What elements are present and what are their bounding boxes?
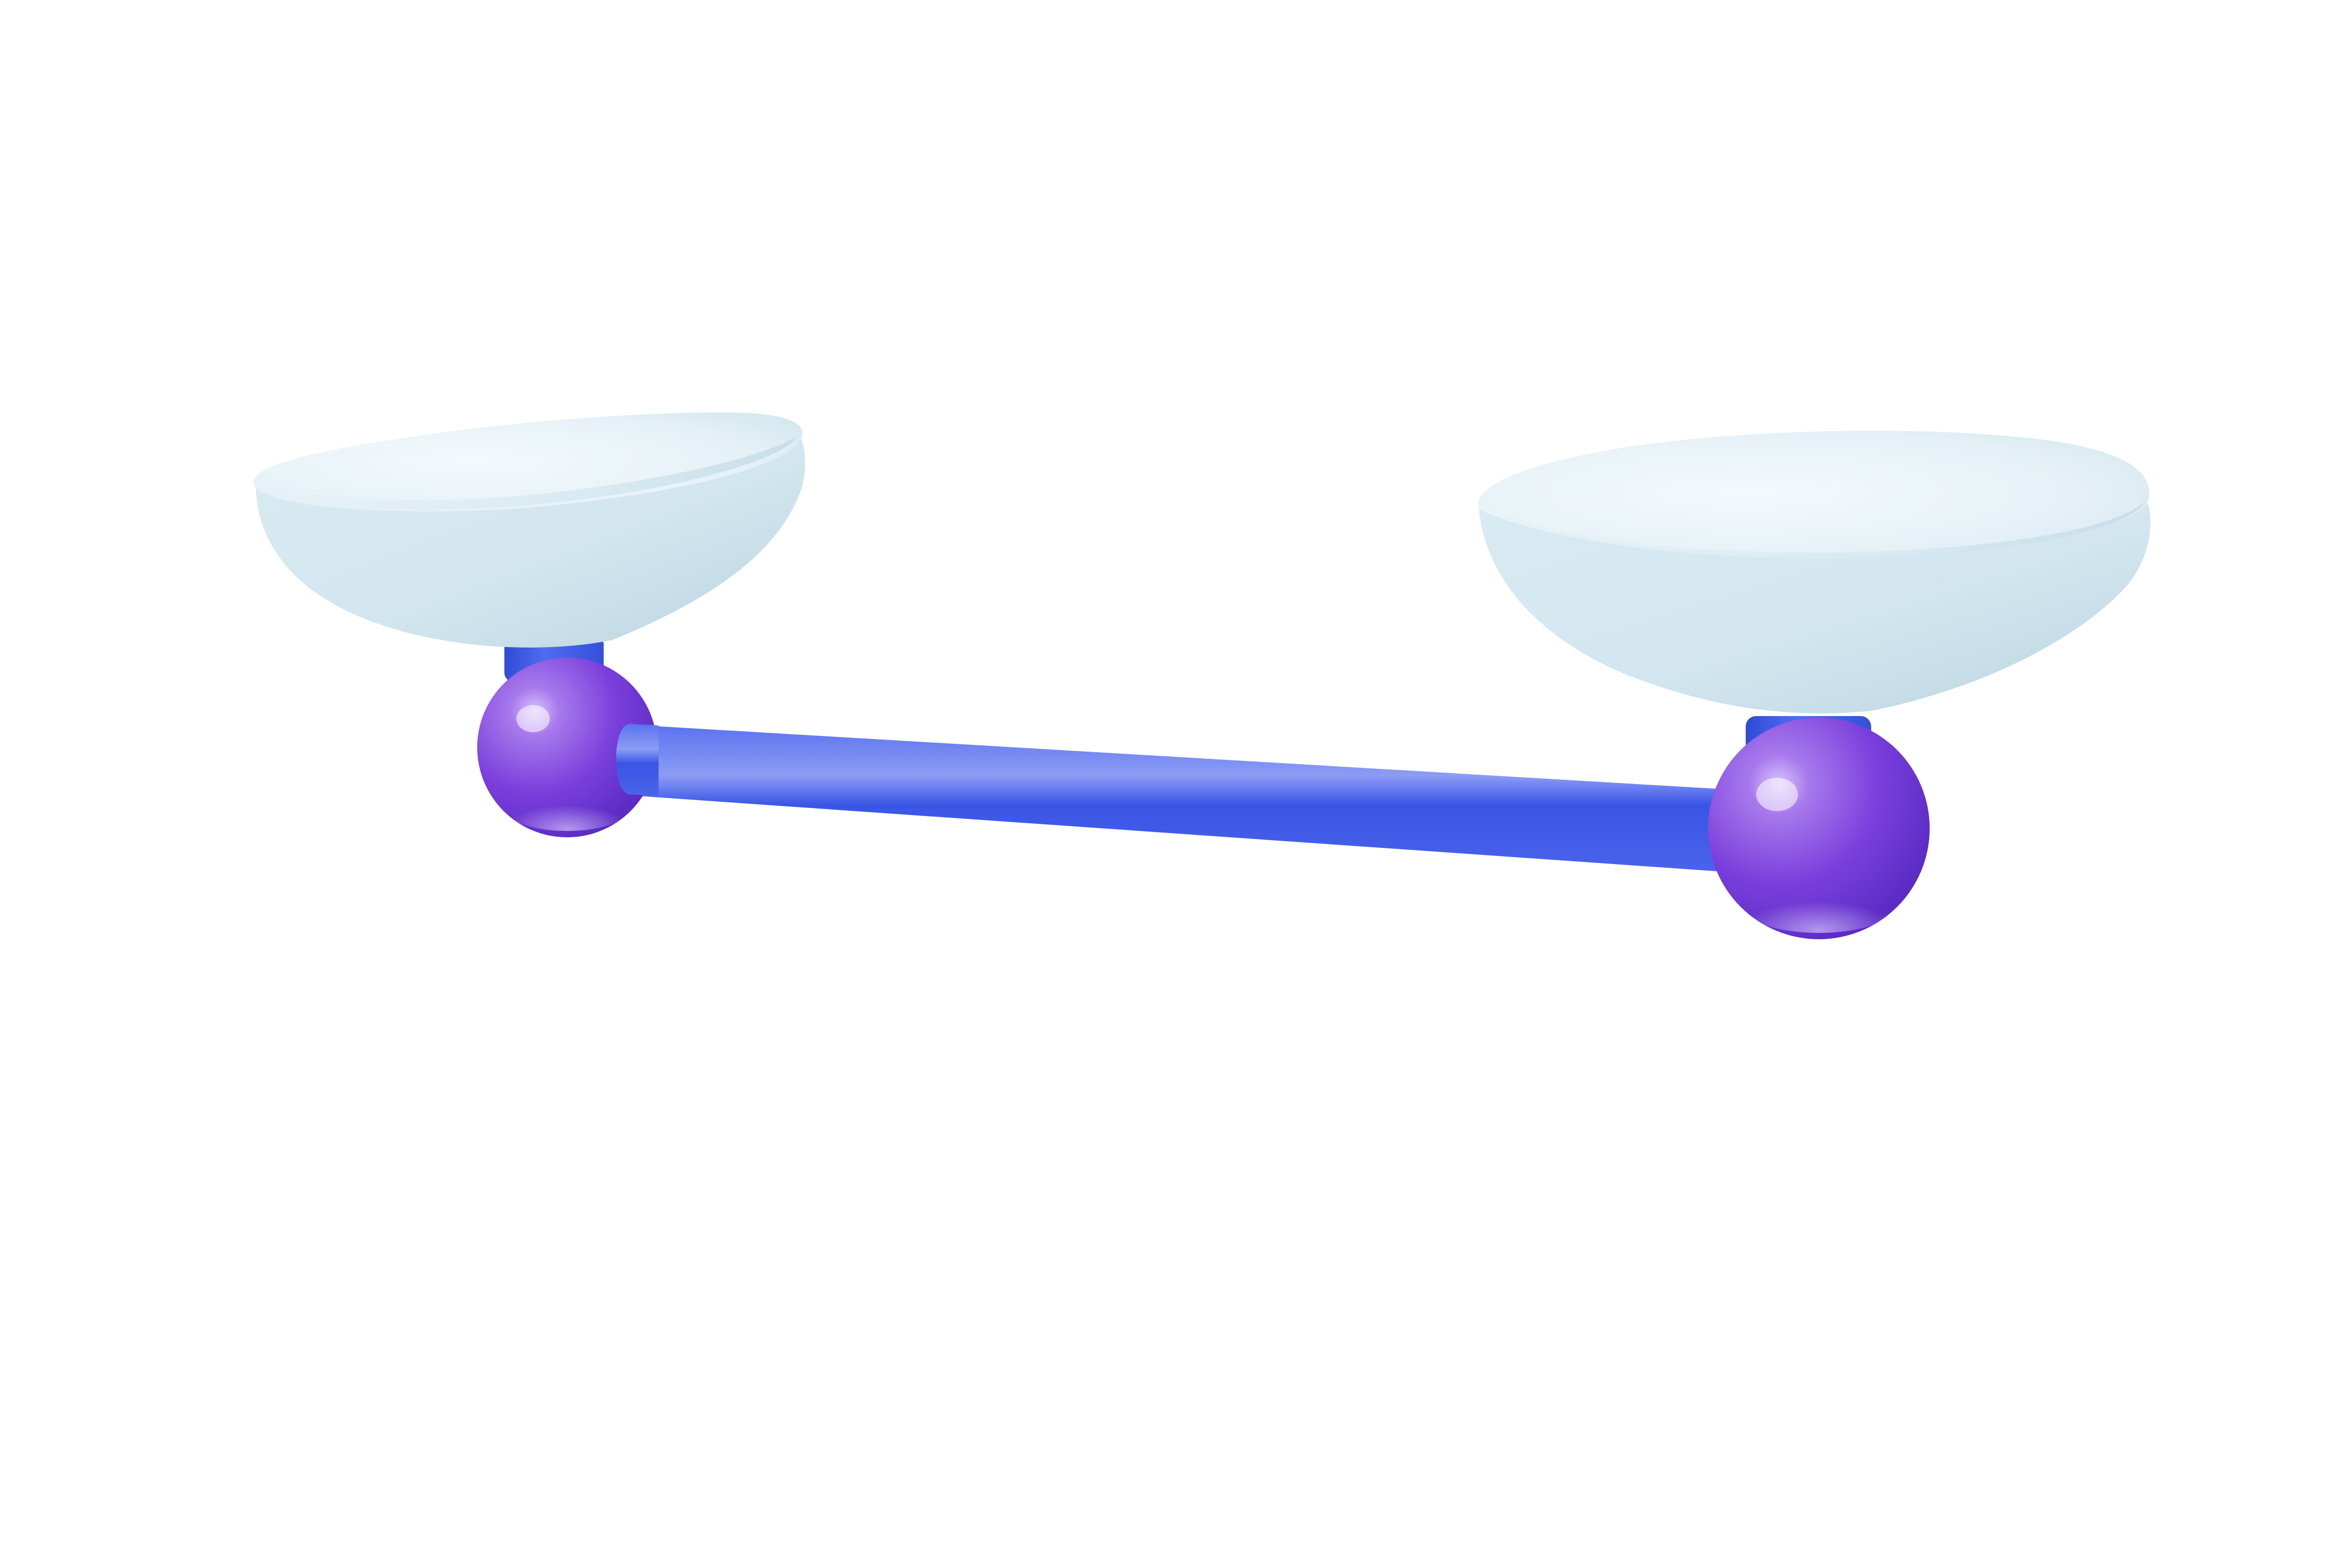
right-pan-rim xyxy=(1478,430,2150,557)
right-pan-assembly xyxy=(1478,430,2151,766)
left-pan-rim xyxy=(253,412,803,512)
right-pan-bowl xyxy=(1479,504,2151,713)
left-pan-assembly xyxy=(253,412,805,682)
left-joint-ball xyxy=(477,658,657,837)
beam-rod xyxy=(605,724,1735,872)
beam-rod-left-cap xyxy=(616,724,659,796)
left-pan-inner xyxy=(272,436,797,510)
right-joint-ball xyxy=(1708,718,1930,939)
